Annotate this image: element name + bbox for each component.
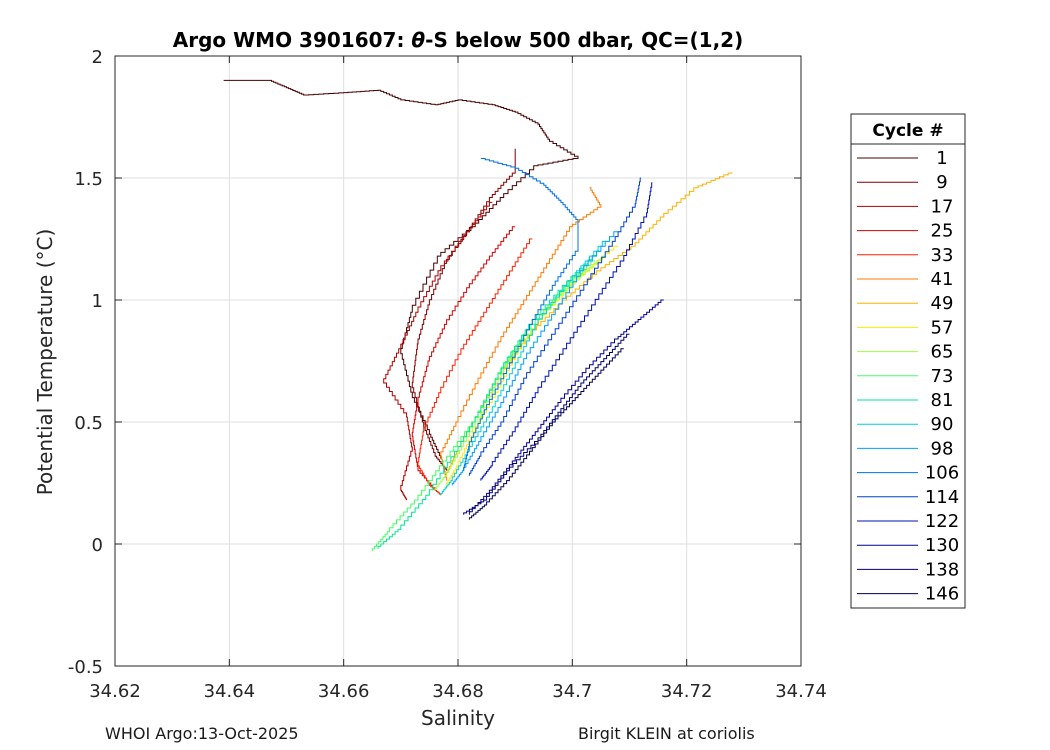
legend-label-1: 1 <box>936 148 947 169</box>
y-tick-label: 0 <box>92 535 103 556</box>
legend-label-90: 90 <box>931 414 954 435</box>
y-tick-label: 1 <box>92 291 103 312</box>
x-axis-label: Salinity <box>421 706 495 730</box>
legend-label-25: 25 <box>931 221 954 242</box>
legend-label-138: 138 <box>925 559 959 580</box>
y-tick-label: -0.5 <box>68 657 103 678</box>
y-axis-label: Potential Temperature (°C) <box>33 229 57 496</box>
x-tick-label: 34.74 <box>775 681 827 702</box>
series-line-cycle-1 <box>223 79 579 459</box>
footer-left: WHOI Argo:13-Oct-2025 <box>105 724 299 743</box>
legend-label-33: 33 <box>931 245 954 266</box>
series-line-cycle-122 <box>480 182 653 481</box>
legend-label-73: 73 <box>931 366 954 387</box>
x-tick-label: 34.62 <box>89 681 141 702</box>
x-tick-labels: 34.62 34.64 34.66 34.68 34.7 34.72 34.74 <box>89 681 827 702</box>
legend-label-17: 17 <box>931 196 954 217</box>
legend-label-57: 57 <box>931 317 954 338</box>
series-line-cycle-90 <box>440 240 607 496</box>
x-tick-label: 34.72 <box>661 681 713 702</box>
series-line-cycle-25 <box>411 226 516 491</box>
legend-label-49: 49 <box>931 293 954 314</box>
legend-label-81: 81 <box>931 390 954 411</box>
y-tick-label: 2 <box>92 47 103 68</box>
legend-label-65: 65 <box>931 342 954 363</box>
footer-right: Birgit KLEIN at coriolis <box>578 724 755 743</box>
chart-title: Argo WMO 3901607: θ-S below 500 dbar, QC… <box>173 28 743 52</box>
legend-label-106: 106 <box>925 463 959 484</box>
legend-label-41: 41 <box>931 269 954 290</box>
legend: Cycle # 1 9 17 25 33 41 49 57 65 73 81 90 98 106 114 12… <box>850 113 966 609</box>
series-line-cycle-81 <box>377 250 601 549</box>
series-line-cycle-9 <box>411 148 516 471</box>
legend-box <box>850 113 966 609</box>
y-tick-label: 0.5 <box>74 413 103 434</box>
y-tick-label: 1.5 <box>74 169 103 190</box>
x-tick-label: 34.68 <box>432 681 484 702</box>
legend-label-9: 9 <box>936 172 947 193</box>
series-line-cycle-106 <box>463 158 579 471</box>
x-tick-label: 34.66 <box>318 681 370 702</box>
series-line-cycle-130 <box>468 299 664 515</box>
legend-label-98: 98 <box>931 438 954 459</box>
series-line-cycle-33 <box>417 238 533 496</box>
series-line-cycle-114 <box>468 177 641 476</box>
x-tick-label: 34.7 <box>552 681 592 702</box>
legend-label-122: 122 <box>925 511 959 532</box>
legend-title: Cycle # <box>872 121 943 141</box>
legend-label-130: 130 <box>925 535 959 556</box>
tick-marks <box>114 55 802 667</box>
x-tick-label: 34.64 <box>204 681 256 702</box>
legend-label-114: 114 <box>925 487 959 508</box>
legend-items: 1 9 17 25 33 41 49 57 65 73 81 90 98 106 114 122 130 138 1… <box>857 148 959 605</box>
legend-label-146: 146 <box>925 584 959 605</box>
series-group <box>223 79 733 552</box>
series-line-cycle-98 <box>451 231 619 486</box>
series-line-cycle-41 <box>440 187 602 481</box>
series-line-cycle-146 <box>468 348 624 520</box>
y-tick-labels: -0.5 0 0.5 1 1.5 2 <box>68 47 103 678</box>
series-line-cycle-17 <box>383 201 493 501</box>
